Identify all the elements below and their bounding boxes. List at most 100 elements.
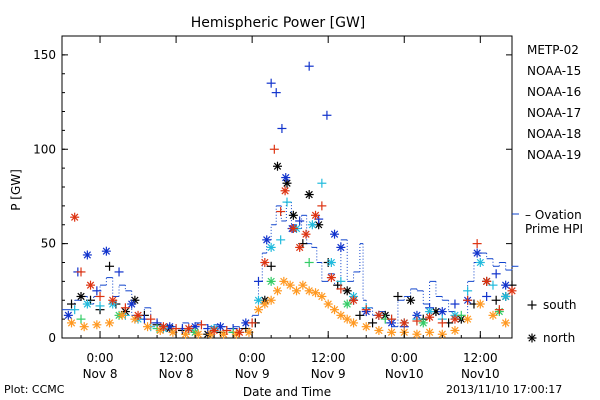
legend-entry: METP-02 xyxy=(527,43,579,57)
legend-symbol-label: south xyxy=(543,298,577,312)
point-noaa-15-south xyxy=(277,123,287,133)
point-noaa-19-north xyxy=(184,324,194,334)
point-noaa-17-north xyxy=(342,299,352,309)
x-tick-label-date: Nov 9 xyxy=(235,367,270,381)
point-noaa-16-south xyxy=(282,197,292,207)
point-noaa-19-north xyxy=(260,258,270,267)
point-noaa-15-north xyxy=(63,310,73,320)
y-axis-label: P [GW] xyxy=(9,169,23,211)
point-noaa-17-south xyxy=(304,258,314,267)
point-noaa-18-north xyxy=(311,288,321,298)
point-noaa-15-north xyxy=(437,307,447,317)
point-metp-02-south xyxy=(266,261,276,271)
point-metp-02-south xyxy=(368,318,378,328)
point-noaa-18-north xyxy=(285,280,295,290)
point-noaa-18-north xyxy=(260,299,270,309)
y-tick-label: 150 xyxy=(33,48,56,62)
point-noaa-18-north xyxy=(67,318,77,328)
point-noaa-15-north xyxy=(241,318,251,328)
point-noaa-18-north xyxy=(349,318,359,328)
point-noaa-18-north xyxy=(266,295,276,305)
y-tick-label: 50 xyxy=(41,237,56,251)
point-noaa-19-south xyxy=(336,284,346,294)
point-noaa-19-south xyxy=(472,239,482,249)
point-noaa-16-south xyxy=(95,301,105,311)
legend-ovation-line2: Prime HPI xyxy=(525,222,583,236)
point-noaa-19-north xyxy=(311,210,321,220)
point-noaa-18-north xyxy=(143,322,153,332)
point-noaa-19-north xyxy=(280,186,290,196)
point-metp-02-north xyxy=(76,291,86,301)
point-noaa-19-south xyxy=(463,295,473,305)
x-tick-label-date: Nov10 xyxy=(461,367,500,381)
footer-timestamp: 2013/11/10 17:00:17 xyxy=(446,383,563,396)
point-metp-02-south xyxy=(67,299,77,309)
x-axis-label: Date and Time xyxy=(243,385,331,399)
point-noaa-16-north xyxy=(326,258,336,267)
point-noaa-19-north xyxy=(288,224,298,234)
point-noaa-19-north xyxy=(301,229,311,239)
x-tick-label-time: 12:00 xyxy=(159,351,194,365)
point-noaa-19-south xyxy=(361,305,371,315)
data-points xyxy=(63,61,517,339)
point-noaa-15-south xyxy=(92,286,102,296)
point-noaa-18-north xyxy=(463,314,473,324)
legend-entry: NOAA-18 xyxy=(527,127,581,141)
point-noaa-15-north xyxy=(101,246,111,256)
legend-entry: NOAA-15 xyxy=(527,64,581,78)
point-noaa-17-south xyxy=(76,314,86,324)
point-noaa-16-south xyxy=(317,178,327,188)
point-noaa-18-north xyxy=(304,286,314,296)
x-tick-label-time: 0:00 xyxy=(391,351,418,365)
ovation-line xyxy=(62,201,519,330)
legend-symbol-south xyxy=(527,300,537,310)
x-tick-label-date: Nov 8 xyxy=(159,367,194,381)
point-noaa-15-north xyxy=(330,229,340,239)
point-noaa-19-south xyxy=(317,201,327,211)
point-noaa-19-south xyxy=(276,207,286,217)
point-noaa-15-south xyxy=(491,269,501,279)
point-noaa-18-north xyxy=(298,280,308,290)
point-metp-02-north xyxy=(282,178,292,188)
point-noaa-19-south xyxy=(494,305,504,315)
point-noaa-15-south xyxy=(482,291,492,301)
point-noaa-18-north xyxy=(272,286,282,296)
point-metp-02-south xyxy=(355,310,365,320)
point-noaa-18-north xyxy=(292,286,302,296)
point-noaa-17-south xyxy=(456,310,466,320)
legend: METP-02 NOAA-15 NOAA-16 NOAA-17 NOAA-18 NOAA-… xyxy=(512,43,583,345)
point-noaa-19-south xyxy=(387,314,397,324)
point-noaa-15-north xyxy=(127,299,137,309)
point-noaa-18-north xyxy=(336,310,346,320)
point-noaa-16-north xyxy=(307,220,317,230)
point-noaa-15-north xyxy=(281,173,291,183)
legend-entry: NOAA-16 xyxy=(527,85,581,99)
point-noaa-19-north xyxy=(70,212,80,222)
point-noaa-18-north xyxy=(193,329,203,339)
point-noaa-18-north xyxy=(92,320,102,330)
point-noaa-19-north xyxy=(133,310,143,320)
point-noaa-19-south xyxy=(247,318,257,328)
legend-symbol-north xyxy=(527,333,537,343)
legend-entry: NOAA-19 xyxy=(527,148,581,162)
point-noaa-15-south xyxy=(253,276,263,286)
point-noaa-15-south xyxy=(114,267,124,277)
x-tick-label-time: 12:00 xyxy=(463,351,498,365)
point-metp-02-north xyxy=(288,210,298,220)
point-noaa-19-south xyxy=(222,325,232,335)
point-noaa-15-south xyxy=(271,88,281,98)
point-noaa-18-north xyxy=(79,322,89,332)
chart-title: Hemispheric Power [GW] xyxy=(191,15,366,31)
point-metp-02-south xyxy=(491,295,501,305)
point-metp-02-south xyxy=(105,261,115,271)
point-noaa-16-north xyxy=(266,242,276,252)
point-noaa-18-north xyxy=(488,310,498,320)
point-noaa-18-north xyxy=(317,291,327,301)
point-noaa-16-north xyxy=(501,291,511,301)
point-noaa-19-south xyxy=(437,318,447,328)
point-noaa-18-north xyxy=(105,318,115,328)
x-tick-label-time: 0:00 xyxy=(239,351,266,365)
point-noaa-16-south xyxy=(70,305,80,315)
point-noaa-19-north xyxy=(507,286,517,296)
